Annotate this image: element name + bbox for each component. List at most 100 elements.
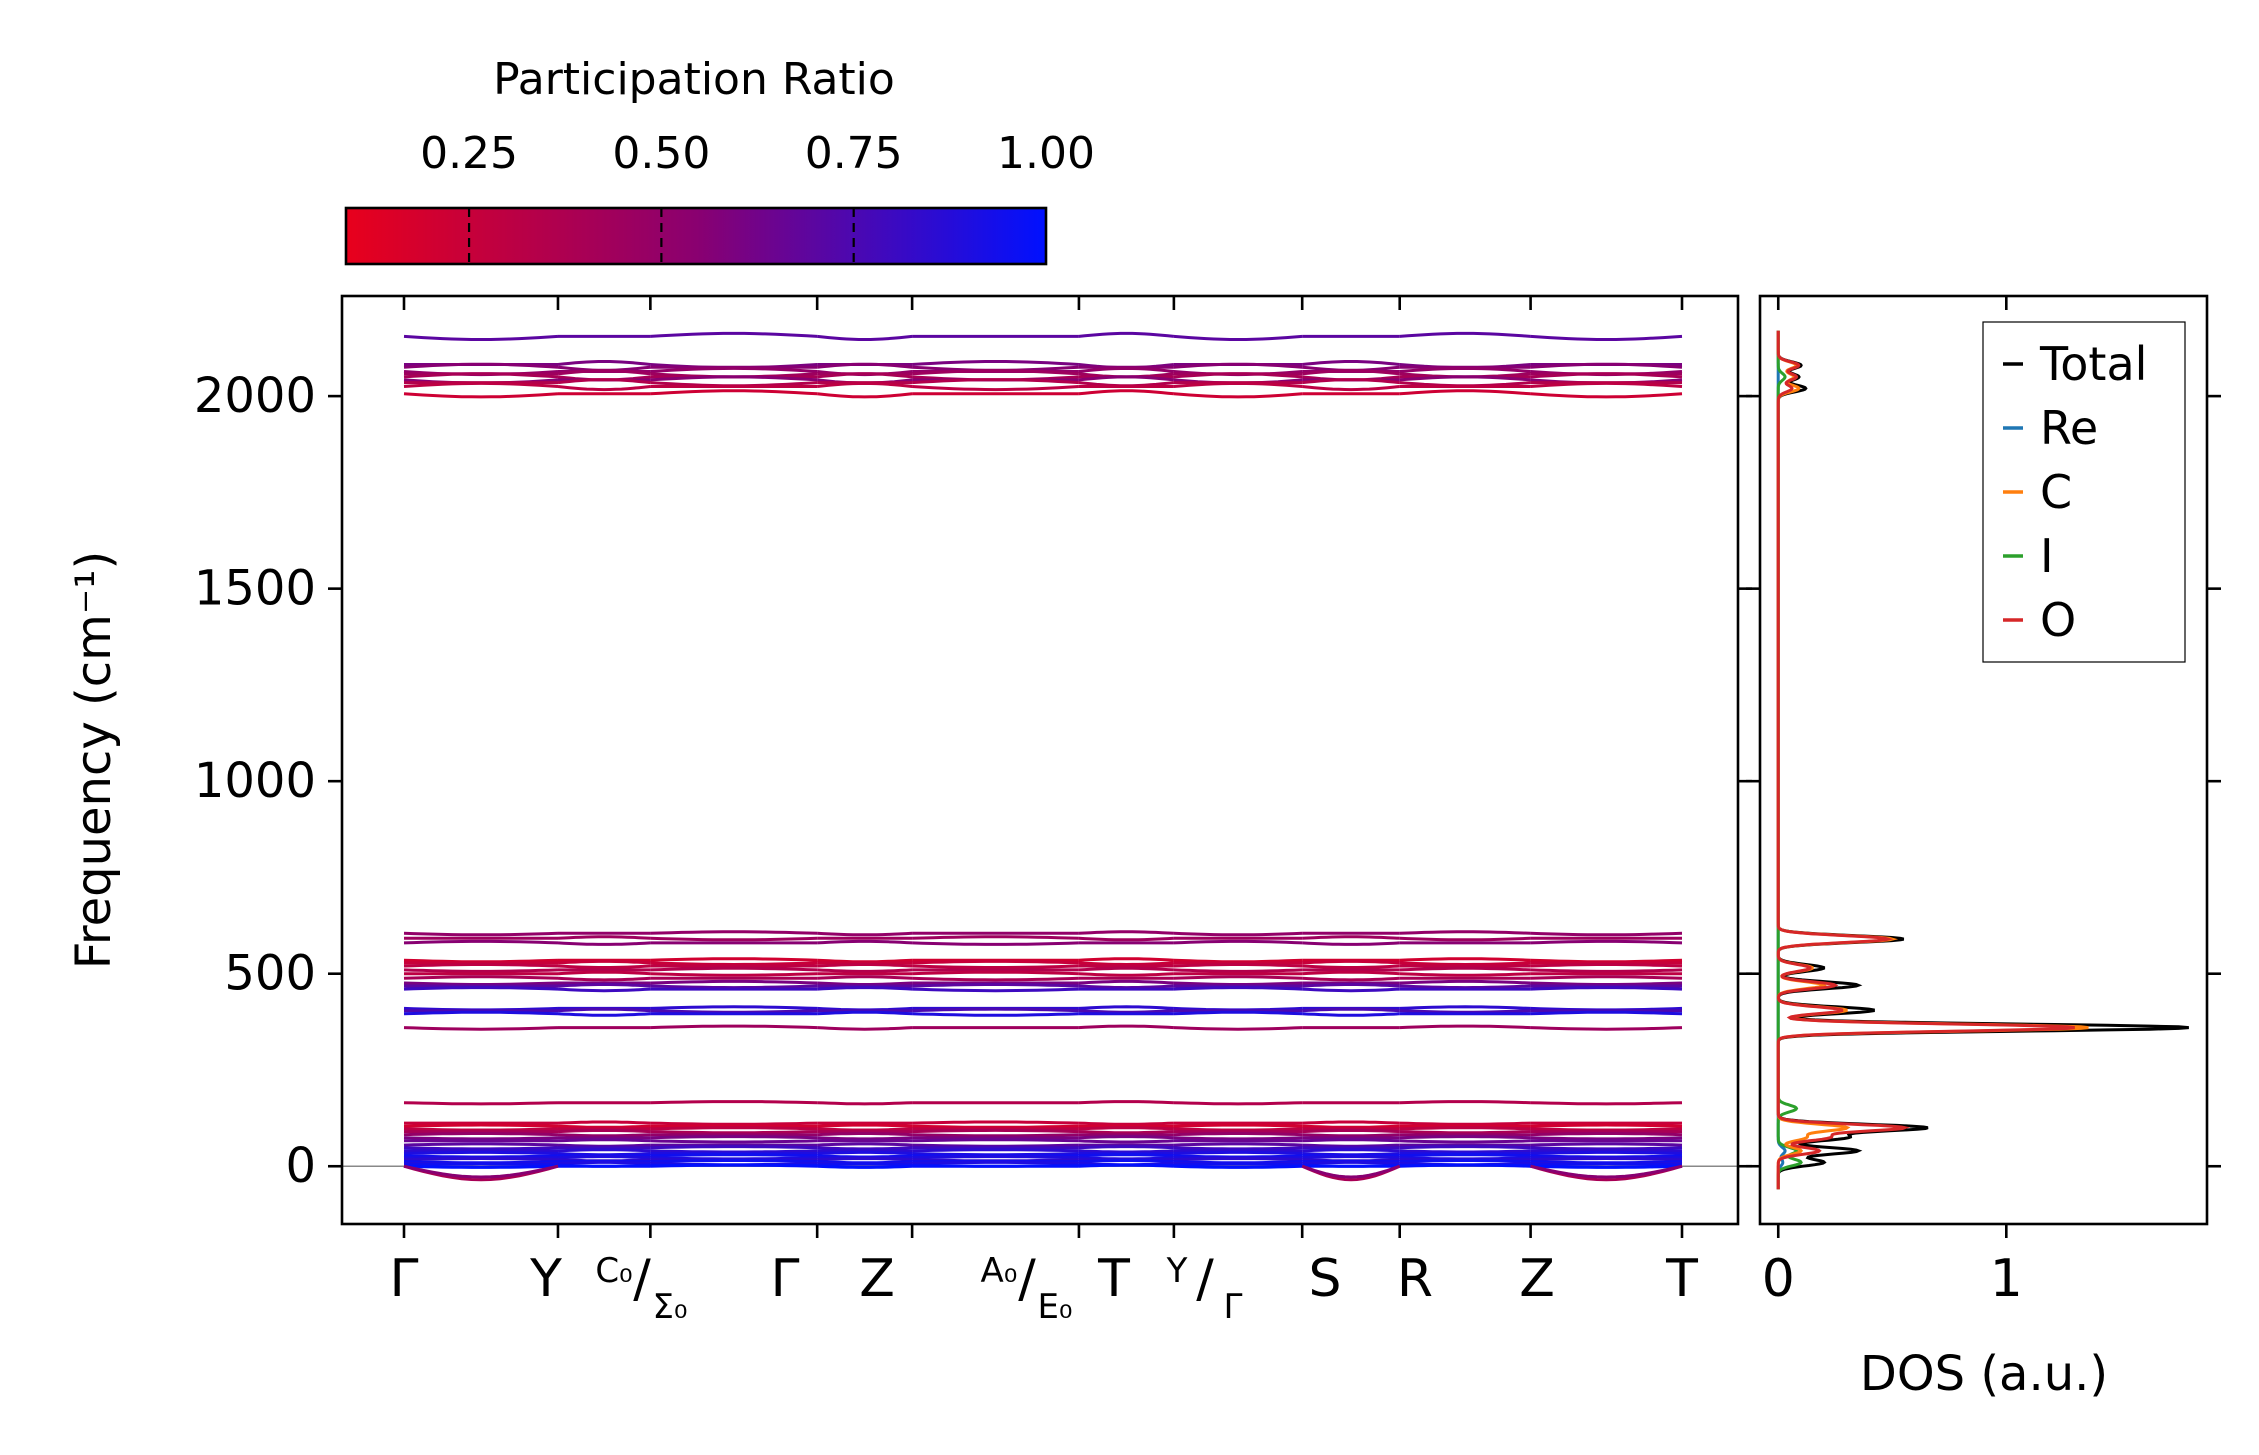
phonon-band-line <box>817 1142 913 1147</box>
phonon-band-line <box>912 1128 1079 1134</box>
phonon-band-line <box>1399 375 1531 382</box>
phonon-band-line <box>1302 369 1400 376</box>
phonon-band-line <box>650 1153 818 1158</box>
phonon-band-line <box>403 1010 559 1016</box>
phonon-band-line <box>557 1012 651 1017</box>
phonon-band-line <box>1173 1123 1303 1128</box>
phonon-band-line <box>1173 1146 1303 1151</box>
kpath-label: S <box>1308 1249 1341 1309</box>
phonon-band-line <box>1078 375 1175 382</box>
phonon-band-line <box>1078 1100 1174 1105</box>
phonon-band-line <box>912 1155 1079 1160</box>
phonon-band-line <box>1530 372 1683 379</box>
phonon-band-line <box>1301 1164 1401 1179</box>
phonon-band-line <box>650 972 818 977</box>
phonon-band-line <box>557 970 651 976</box>
phonon-band-line <box>1173 1026 1303 1031</box>
phonon-band-line <box>403 1142 559 1147</box>
phonon-band-line <box>817 1010 913 1016</box>
phonon-band-line <box>403 1162 559 1167</box>
phonon-band-line <box>557 987 651 993</box>
phonon-band-line <box>1173 362 1303 369</box>
phonon-band-line <box>1173 381 1303 388</box>
phonon-band-line <box>1530 963 1683 968</box>
band-kpath-axis: Γ Y C₀ / Σ₀ Γ Z A₀ / E₀ T Y / Γ S R Z T <box>390 296 1698 1327</box>
phonon-band-line <box>1078 1009 1174 1014</box>
phonon-band-line <box>1530 1162 1683 1167</box>
phonon-band-line <box>650 1024 818 1030</box>
phonon-band-line <box>1530 381 1683 388</box>
phonon-band-line <box>650 957 818 962</box>
phonon-band-line <box>1530 1127 1683 1132</box>
phonon-band-line <box>1078 1139 1174 1144</box>
phonon-band-line <box>817 968 913 973</box>
band-y-tick-label: 0 <box>285 1138 316 1194</box>
phonon-band-line <box>1530 939 1683 945</box>
phonon-band-line <box>1530 1142 1683 1147</box>
phonon-band-line <box>817 1156 913 1162</box>
kpath-label: Γ <box>390 1249 419 1309</box>
phonon-band-line <box>650 375 818 382</box>
phonon-band-line <box>817 372 913 379</box>
phonon-band-line <box>1530 1101 1683 1106</box>
phonon-band-line <box>403 963 559 968</box>
phonon-band-line <box>1173 986 1303 991</box>
phonon-band-line <box>1399 389 1531 396</box>
phonon-band-line <box>557 1155 651 1160</box>
phonon-band-line <box>1530 1123 1683 1128</box>
phonon-band-line <box>1302 1012 1400 1017</box>
phonon-band-line <box>1173 392 1303 399</box>
phonon-band-line <box>403 1164 559 1169</box>
phonon-band-line <box>1399 930 1531 935</box>
phonon-band-line <box>817 392 913 399</box>
phonon-band-line <box>817 981 913 986</box>
phonon-band-line <box>403 1026 559 1031</box>
phonon-band-line <box>1078 1153 1174 1158</box>
phonon-band-line <box>650 984 818 990</box>
colorbar-label: Participation Ratio <box>493 54 895 105</box>
phonon-band-line <box>912 1007 1079 1013</box>
phonon-band-line <box>912 959 1079 965</box>
phonon-band-line <box>650 1126 818 1131</box>
phonon-band-line <box>557 1124 651 1129</box>
kpath-label: T <box>1665 1249 1698 1309</box>
phonon-band-line <box>403 381 559 388</box>
phonon-band-line <box>912 1012 1079 1017</box>
phonon-band-line <box>817 381 913 388</box>
phonon-band-line <box>650 1159 818 1164</box>
phonon-band-line <box>912 1120 1079 1125</box>
phonon-band-line <box>1173 1127 1303 1132</box>
band-y-tick-label: 2000 <box>194 368 316 424</box>
phonon-band-line <box>817 939 913 945</box>
phonon-band-line <box>1078 1163 1174 1168</box>
phonon-band-line <box>817 1101 913 1106</box>
phonon-band-line <box>1302 385 1400 392</box>
phonon-band-line <box>650 331 818 338</box>
phonon-band-line <box>557 385 651 392</box>
phonon-band-line <box>403 334 559 341</box>
phonon-band-line <box>1302 987 1400 993</box>
dos-x-axis-label: DOS (a.u.) <box>1860 1346 2108 1402</box>
phonon-band-line <box>403 1156 559 1162</box>
phonon-band-line <box>1302 941 1400 946</box>
phonon-band-line <box>1302 1120 1400 1125</box>
dos-x-tick-label: 0 <box>1762 1249 1795 1309</box>
legend-label: O <box>2040 593 2076 647</box>
phonon-band-line <box>1530 362 1683 369</box>
phonon-band-line <box>1530 975 1683 980</box>
phonon-band-line <box>1530 1136 1683 1141</box>
band-y-tick-label: 1000 <box>194 753 316 809</box>
phonon-band-line <box>403 1101 559 1106</box>
phonon-band-line <box>403 372 559 379</box>
dos-curve-o <box>1776 330 2075 1190</box>
phonon-band-line <box>817 975 913 980</box>
phonon-band-line <box>1530 1156 1683 1162</box>
dos-x-tick-label: 1 <box>1990 1249 2023 1309</box>
phonon-band-line <box>557 976 651 982</box>
phonon-band-line <box>1302 1155 1400 1160</box>
phonon-band-line <box>1302 983 1400 988</box>
phonon-band-line <box>1399 1149 1531 1154</box>
phonon-band-line <box>1399 1163 1531 1168</box>
phonon-band-line <box>817 1150 913 1155</box>
